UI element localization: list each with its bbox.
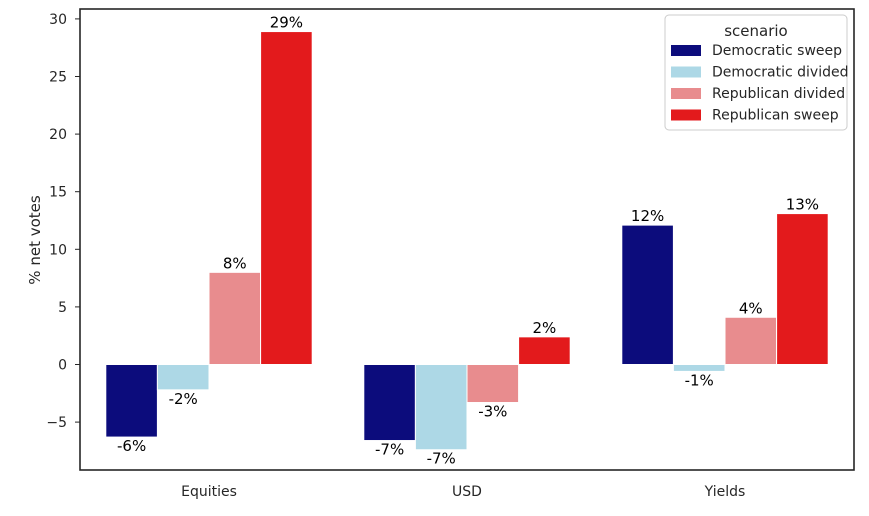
y-tick-label: 10 — [49, 242, 67, 258]
data-label: 12% — [631, 207, 664, 225]
legend-swatch — [671, 66, 701, 78]
data-label: -1% — [685, 371, 714, 389]
legend-swatch — [671, 45, 701, 56]
legend-label: Republican divided — [712, 86, 845, 102]
data-label: -7% — [375, 441, 404, 459]
y-tick-label: 30 — [49, 12, 67, 28]
bar — [466, 364, 520, 404]
legend-label: Democratic divided — [712, 65, 849, 81]
legend-swatch — [671, 109, 701, 121]
bar — [621, 224, 674, 365]
legend-swatch — [671, 88, 701, 99]
y-tick-label: 5 — [58, 300, 67, 316]
x-tick-label: USD — [452, 484, 482, 500]
legend: scenario Democratic sweep Democratic divid… — [664, 14, 849, 131]
bar — [724, 316, 778, 366]
bar — [672, 364, 726, 372]
legend-label: Democratic sweep — [712, 43, 842, 59]
data-label: -2% — [169, 390, 198, 408]
legend-title: scenario — [724, 22, 788, 40]
data-label: -7% — [427, 450, 456, 468]
data-label: 4% — [739, 299, 763, 317]
bar — [260, 31, 313, 366]
plot-frame — [79, 8, 855, 471]
bar — [105, 364, 158, 438]
y-tick-label: 25 — [49, 70, 67, 86]
y-axis: −5 0 5 10 15 20 25 30 — [46, 12, 80, 431]
x-tick-label: Equities — [181, 484, 237, 500]
bar — [776, 213, 829, 365]
data-label: 13% — [786, 196, 819, 214]
y-tick-label: 15 — [49, 185, 67, 201]
y-tick-label: 0 — [58, 358, 67, 374]
x-tick-label: Yields — [704, 484, 746, 500]
y-tick-label: −5 — [46, 415, 67, 431]
bar — [518, 336, 571, 365]
bar — [156, 364, 210, 391]
data-label: -3% — [478, 403, 507, 421]
bar — [414, 364, 468, 451]
data-label: 29% — [270, 14, 303, 32]
legend-box — [664, 14, 848, 131]
data-label: 2% — [533, 319, 557, 337]
y-tick-label: 20 — [49, 127, 67, 143]
legend-label: Republican sweep — [712, 108, 839, 124]
bar — [363, 364, 416, 442]
x-axis: Equities USD Yields — [181, 484, 745, 500]
data-label: -6% — [117, 437, 146, 455]
bar — [208, 271, 262, 365]
y-axis-label: % net votes — [26, 195, 44, 285]
data-label: 8% — [223, 254, 247, 272]
bars-layer: -6% -2% 8% 29% -7% -7% -3% 2% 12% -1% 4% 13% — [105, 14, 829, 468]
